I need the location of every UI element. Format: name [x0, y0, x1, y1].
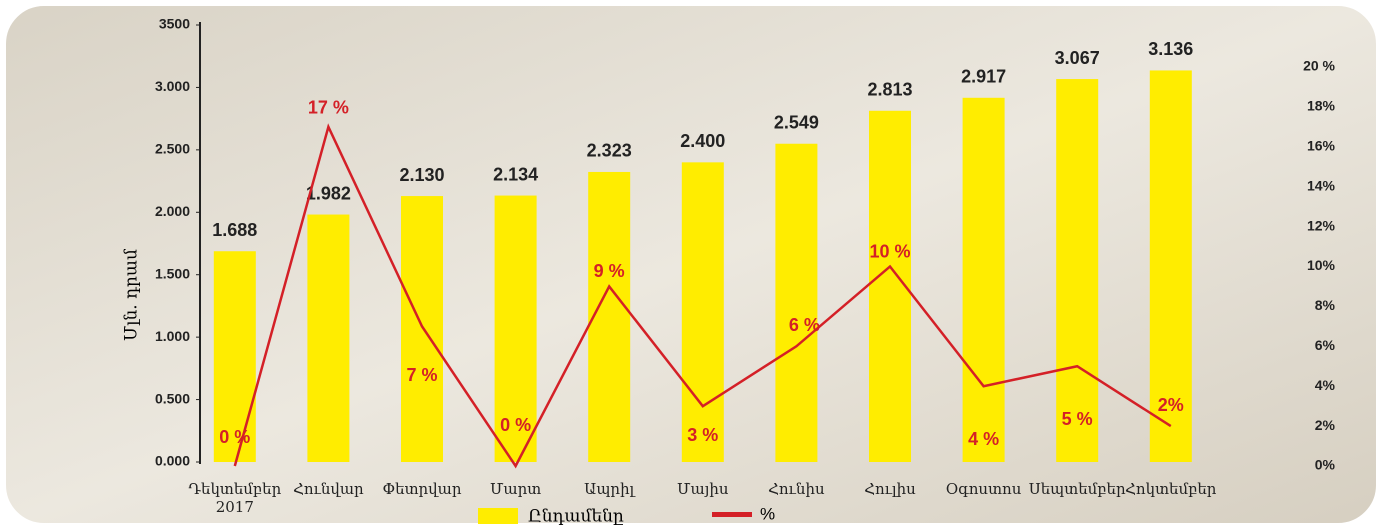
chart: Մլն. դրամ Ընդամենը % 0.000 0.500 1.000 1.50… [0, 0, 1382, 529]
line-value-label: 3 % [687, 425, 718, 445]
y-tick-label: 1.000 [155, 328, 190, 344]
bar-value-label: 1.688 [212, 220, 257, 240]
chart-container: Մլն. դրամ Ընդամենը % 0.000 0.500 1.000 1.50… [0, 0, 1382, 529]
bar-value-label: 2.813 [867, 80, 912, 100]
line-value-label: 2% [1158, 395, 1184, 415]
y2-tick-label: 20 % [1303, 58, 1335, 74]
bar-value-label: 2.400 [680, 131, 725, 151]
line-value-label: 17 % [308, 98, 349, 118]
bar [963, 98, 1005, 462]
bar-value-label: 2.323 [587, 141, 632, 161]
y2-tick-label: 16% [1307, 138, 1336, 154]
line-value-label: 9 % [594, 261, 625, 281]
y2-tick-label: 4% [1315, 377, 1336, 393]
y2-tick-label: 18% [1307, 98, 1336, 114]
line-value-label: 5 % [1062, 409, 1093, 429]
bar-value-label: 3.136 [1148, 39, 1193, 59]
line-value-label: 0 % [500, 415, 531, 435]
y2-tick-label: 6% [1315, 337, 1336, 353]
bar [1056, 79, 1098, 462]
line-value-label: 10 % [869, 241, 910, 261]
legend-swatch [712, 512, 752, 517]
legend-label: Ընդամենը [528, 507, 624, 527]
bar [401, 196, 443, 462]
bar [682, 162, 724, 462]
bar-value-label: 3.067 [1055, 48, 1100, 68]
y-tick-label: 2.000 [155, 203, 190, 219]
y2-tick-label: 14% [1307, 177, 1336, 193]
y2-tick-label: 12% [1307, 217, 1336, 233]
y2-tick-label: 10% [1307, 257, 1336, 273]
legend-label: % [760, 504, 775, 523]
bar-value-label: 2.549 [774, 112, 819, 132]
y-tick-label: 3500 [159, 16, 190, 32]
x-tick-label: Դեկտեմբեր 2017 [187, 480, 283, 516]
y2-tick-label: 2% [1315, 417, 1336, 433]
line-value-label: 6 % [789, 315, 820, 335]
line-value-label: 0 % [219, 427, 250, 447]
y2-tick-label: 8% [1315, 297, 1336, 313]
bar-value-label: 2.134 [493, 164, 538, 184]
y-tick-label: 3.000 [155, 78, 190, 94]
line-value-label: 4 % [968, 429, 999, 449]
x-tick-label: Հոկտեմբեր [1116, 480, 1226, 498]
y-tick-label: 0.000 [155, 453, 190, 469]
line-value-label: 7 % [406, 365, 437, 385]
y-tick-label: 0.500 [155, 390, 190, 406]
y2-tick-label: 0% [1315, 457, 1336, 473]
bar [307, 215, 349, 462]
legend-swatch [478, 508, 518, 524]
bar-value-label: 2.130 [399, 165, 444, 185]
bar-value-label: 2.917 [961, 67, 1006, 87]
y-axis-label: Մլն. դրամ [122, 248, 142, 341]
y-tick-label: 1.500 [155, 265, 190, 281]
bar [775, 144, 817, 462]
y-tick-label: 2.500 [155, 141, 190, 157]
